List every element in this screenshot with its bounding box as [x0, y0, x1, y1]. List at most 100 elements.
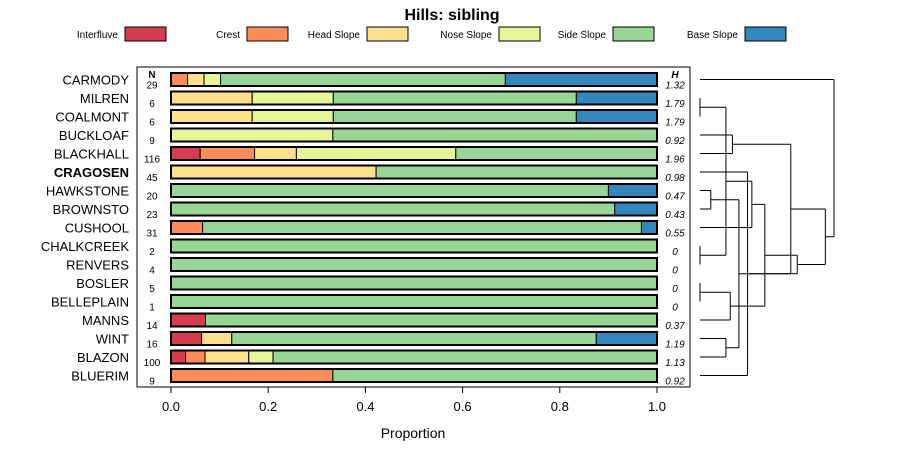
- n-value-bosler: 5: [149, 284, 155, 295]
- bar-outline-cragosen: [170, 164, 658, 180]
- h-value-cragosen: 0.98: [665, 173, 685, 184]
- bar-outline-cushool: [170, 220, 658, 235]
- bar-outline-brownsto: [170, 201, 658, 217]
- bar-outline-blazon: [170, 349, 658, 365]
- plot-frame: [136, 66, 691, 388]
- n-value-blazon: 100: [144, 358, 161, 369]
- bar-outline-bosler: [170, 275, 658, 291]
- n-value-brownsto: 23: [146, 210, 158, 221]
- legend: Interfluve Crest Head Slope Nose Slope Side …: [77, 26, 787, 42]
- bar-segment-blazon-nose-slope: [248, 350, 274, 364]
- bar-segment-blackhall-crest: [199, 146, 256, 161]
- bar-outline-chalkcreek: [170, 238, 658, 254]
- legend-swatch-base-slope: [744, 26, 787, 42]
- legend-label-interfluve: Interfluve: [77, 30, 119, 41]
- bar-segment-brownsto-side-slope: [170, 202, 616, 216]
- n-value-manns: 14: [146, 321, 158, 332]
- h-value-blackhall: 1.96: [665, 155, 685, 166]
- bar-segment-buckloaf-side-slope: [332, 128, 658, 142]
- row-label-brownsto: BROWNSTO: [53, 202, 129, 217]
- bar-segment-chalkcreek-side-slope: [170, 239, 658, 253]
- bar-segment-blackhall-nose-slope: [295, 146, 457, 161]
- legend-swatch-interfluve: [124, 26, 167, 42]
- bar-segment-renvers-side-slope: [170, 257, 658, 272]
- bar-segment-buckloaf-nose-slope: [170, 128, 334, 142]
- h-value-milren: 1.79: [665, 99, 685, 110]
- legend-swatch-crest: [246, 26, 289, 42]
- n-value-hawkstone: 20: [146, 192, 158, 203]
- n-value-milren: 6: [149, 99, 155, 110]
- n-value-coalmont: 6: [149, 118, 155, 129]
- h-value-blazon: 1.13: [665, 358, 685, 369]
- bar-segment-blackhall-side-slope: [455, 146, 658, 161]
- row-label-bosler: BOSLER: [76, 276, 129, 291]
- bar-segment-belleplain-side-slope: [170, 294, 658, 309]
- h-value-renvers: 0: [672, 266, 678, 277]
- bar-outline-bluerim: [170, 368, 658, 383]
- row-label-manns: MANNS: [82, 313, 129, 328]
- x-tick-label-4: 0.8: [551, 399, 569, 414]
- bar-segment-blackhall-head-slope: [254, 146, 297, 161]
- bar-segment-cragosen-head-slope: [170, 165, 377, 179]
- bar-segment-carmody-base-slope: [504, 72, 658, 87]
- bar-outline-manns: [170, 312, 658, 328]
- bar-segment-hawkstone-side-slope: [170, 183, 609, 198]
- row-label-chalkcreek: CHALKCREEK: [41, 239, 129, 254]
- bar-segment-bosler-side-slope: [170, 276, 658, 290]
- bar-segment-milren-head-slope: [170, 91, 253, 105]
- h-value-brownsto: 0.43: [665, 210, 685, 221]
- bar-segment-milren-nose-slope: [251, 91, 334, 105]
- n-value-cushool: 31: [146, 229, 158, 240]
- x-tick-label-1: 0.2: [259, 399, 277, 414]
- bar-segment-cragosen-side-slope: [375, 165, 658, 179]
- row-label-blackhall: BLACKHALL: [54, 147, 129, 162]
- bar-segment-coalmont-side-slope: [332, 109, 577, 124]
- bar-segment-coalmont-nose-slope: [251, 109, 334, 124]
- bar-segment-cushool-side-slope: [202, 220, 642, 235]
- bar-outline-buckloaf: [170, 127, 658, 143]
- bar-outline-wint: [170, 331, 658, 346]
- h-value-belleplain: 0: [672, 303, 678, 314]
- bar-segment-cushool-base-slope: [640, 220, 658, 235]
- bar-segment-coalmont-head-slope: [170, 109, 253, 124]
- bar-segment-manns-side-slope: [205, 313, 658, 327]
- chart-title: Hills: sibling: [404, 7, 499, 24]
- row-label-coalmont: COALMONT: [55, 110, 129, 125]
- x-axis: 0.0 0.2 0.4 0.6 0.8 1.0: [162, 387, 666, 414]
- n-value-carmody: 29: [146, 81, 158, 92]
- bar-segment-blackhall-interfluve: [170, 146, 201, 161]
- n-header: N: [148, 70, 155, 81]
- bar-segment-wint-interfluve: [170, 331, 203, 346]
- row-label-blazon: BLAZON: [77, 350, 129, 365]
- legend-label-head-slope: Head Slope: [308, 30, 361, 41]
- row-label-cushool: CUSHOOL: [65, 221, 129, 236]
- h-value-carmody: 1.32: [665, 81, 685, 92]
- n-value-chalkcreek: 2: [149, 247, 155, 258]
- n-value-cragosen: 45: [146, 173, 158, 184]
- bar-outline-belleplain: [170, 294, 658, 309]
- row-label-cragosen: CRAGOSEN: [54, 165, 129, 180]
- legend-swatch-head-slope: [366, 26, 409, 42]
- h-value-chalkcreek: 0: [672, 247, 678, 258]
- bar-segment-blazon-side-slope: [272, 350, 658, 364]
- bar-segment-manns-interfluve: [170, 313, 207, 327]
- bar-outline-carmody: [170, 72, 658, 87]
- h-value-hawkstone: 0.47: [665, 192, 685, 203]
- bar-outline-blackhall: [170, 146, 658, 161]
- row-label-milren: MILREN: [80, 91, 129, 106]
- bar-segment-bluerim-crest: [170, 368, 334, 383]
- n-value-wint: 16: [146, 340, 158, 351]
- bar-outline-renvers: [170, 257, 658, 272]
- x-tick-label-3: 0.6: [454, 399, 472, 414]
- row-label-renvers: RENVERS: [66, 258, 129, 273]
- bar-segment-cushool-crest: [170, 220, 204, 235]
- bar-segment-brownsto-base-slope: [614, 202, 658, 216]
- n-value-buckloaf: 9: [149, 136, 155, 147]
- h-value-wint: 1.19: [665, 340, 685, 351]
- bar-segment-carmody-head-slope: [187, 72, 205, 87]
- legend-swatch-nose-slope: [498, 26, 541, 42]
- row-label-buckloaf: BUCKLOAF: [59, 128, 129, 143]
- x-axis-label: Proportion: [381, 425, 446, 441]
